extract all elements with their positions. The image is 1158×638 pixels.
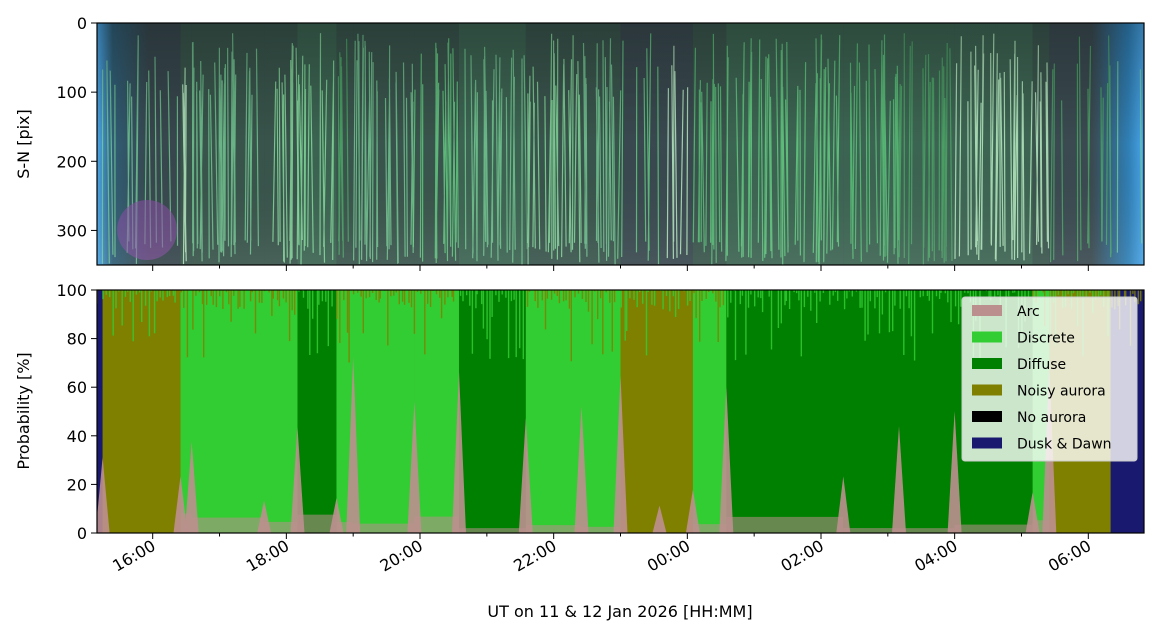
- probability-segment: [97, 290, 104, 533]
- legend-swatch: [972, 411, 1002, 422]
- arc-peak: [329, 498, 344, 533]
- arc-peak: [346, 356, 361, 533]
- arc-fill: [264, 521, 298, 533]
- probability-spikes: [459, 290, 524, 360]
- probability-bands: [97, 290, 1144, 533]
- keogram-panel: 0 100 200 300 S-N [pix]: [14, 14, 1145, 271]
- legend-swatch: [972, 358, 1002, 369]
- legend: Arc Discrete Diffuse Noisy aurora No aurora D…: [961, 296, 1138, 462]
- probability-y-tick-label: 40: [67, 427, 87, 446]
- arc-peak: [574, 405, 589, 533]
- arc-peak: [452, 371, 466, 533]
- x-tick-label: 06:00: [1045, 536, 1094, 576]
- probability-spikes: [693, 290, 725, 342]
- x-tick-label: 16:00: [109, 536, 158, 576]
- arc-fill: [297, 514, 337, 533]
- arc-fill: [414, 516, 459, 533]
- probability-y-axis: 0 20 40 60 80 100: [56, 281, 97, 543]
- legend-label: Arc: [1017, 304, 1040, 320]
- arc-peak: [652, 505, 667, 533]
- legend-swatch: [972, 384, 1002, 396]
- arc-fill: [692, 524, 727, 533]
- probability-spikes: [352, 290, 413, 346]
- arc-peak: [613, 375, 628, 533]
- arc-peak: [892, 426, 906, 533]
- x-axis-label: UT on 11 & 12 Jan 2026 [HH:MM]: [487, 602, 752, 621]
- arc-fill: [726, 516, 844, 533]
- legend-swatch: [972, 305, 1002, 316]
- probability-segment: [525, 290, 583, 533]
- probability-segment: [843, 290, 900, 533]
- probability-segment: [726, 290, 844, 533]
- arc-peak: [184, 441, 199, 533]
- arc-peak: [685, 489, 700, 533]
- arc-peak: [407, 401, 422, 533]
- probability-segment: [180, 290, 193, 533]
- keogram-y-tick-label: 300: [56, 221, 87, 240]
- keogram-y-tick-label: 100: [56, 83, 87, 102]
- legend-box: [961, 296, 1138, 462]
- probability-segment: [458, 290, 527, 533]
- keogram-y-tick-label: 0: [77, 14, 87, 33]
- arc-peak: [257, 500, 272, 533]
- legend-label: Diffuse: [1017, 357, 1066, 373]
- arc-fill: [458, 528, 526, 533]
- arc-peak: [173, 476, 188, 533]
- probability-x-axis: 16:00 18:00 20:00 22:00 00:00 02:00 04:00 06:00: [109, 533, 1094, 576]
- arc-fill: [898, 528, 955, 533]
- legend-swatch: [972, 331, 1002, 343]
- legend-label: Noisy aurora: [1017, 384, 1106, 400]
- probability-segment: [353, 290, 416, 533]
- probability-spikes: [843, 290, 896, 341]
- probability-segment: [659, 290, 694, 533]
- probability-segment: [898, 290, 956, 533]
- probability-y-tick-label: 100: [56, 281, 87, 300]
- probability-y-tick-label: 20: [67, 475, 87, 494]
- arc-fill: [353, 523, 415, 533]
- probability-y-label: Probability [%]: [14, 352, 33, 469]
- probability-segment: [102, 290, 182, 533]
- keogram-y-axis: 0 100 200 300: [56, 14, 97, 240]
- legend-label: No aurora: [1017, 410, 1086, 426]
- arc-fill: [843, 528, 899, 533]
- arc-peak: [97, 457, 110, 533]
- arc-fill: [581, 526, 621, 533]
- arc-fill: [336, 522, 354, 533]
- legend-label: Dusk & Dawn: [1017, 437, 1112, 453]
- probability-y-tick-label: 60: [67, 378, 87, 397]
- arc-fill: [525, 525, 582, 533]
- probability-segment: [264, 290, 299, 533]
- probability-spikes: [336, 290, 350, 363]
- arc-peak: [836, 476, 851, 533]
- arc-peak: [719, 386, 734, 533]
- x-tick-label: 04:00: [911, 536, 960, 576]
- arc-fill: [191, 517, 265, 533]
- arc-peak: [518, 417, 533, 533]
- keogram-y-label: S-N [pix]: [14, 109, 33, 179]
- legend-swatch: [972, 437, 1002, 449]
- arc-peak: [947, 411, 962, 533]
- probability-y-tick-label: 0: [77, 524, 87, 543]
- probability-segment: [581, 290, 622, 533]
- keogram-x-ticks: [152, 265, 1089, 271]
- probability-y-tick-label: 80: [67, 330, 87, 349]
- x-tick-label: 02:00: [778, 536, 827, 576]
- x-tick-label: 00:00: [644, 536, 693, 576]
- probability-spikes: [620, 290, 656, 356]
- probability-segment: [191, 290, 265, 533]
- arc-peak: [290, 427, 305, 533]
- probability-spikes: [102, 290, 176, 342]
- x-tick-label: 18:00: [243, 536, 292, 576]
- keogram-y-tick-label: 200: [56, 152, 87, 171]
- probability-panel: 0 20 40 60 80 100 16:00 18:00 20:00 22:00 00:00 02…: [14, 281, 1145, 621]
- x-tick-label: 20:00: [377, 536, 426, 576]
- x-tick-label: 22:00: [510, 536, 559, 576]
- probability-spikes: [581, 290, 616, 355]
- arc-fill: [954, 524, 1033, 533]
- probability-segment: [414, 290, 460, 533]
- arc-peak: [1025, 492, 1040, 533]
- legend-label: Discrete: [1017, 331, 1075, 347]
